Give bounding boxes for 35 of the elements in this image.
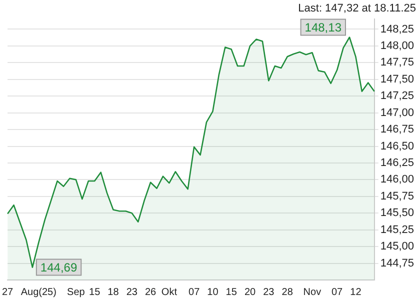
y-tick-label: 146,00 — [380, 174, 414, 186]
x-tick-label: 12 — [350, 286, 362, 298]
y-tick-label: 146,50 — [380, 140, 414, 152]
y-tick-label: 145,25 — [380, 224, 414, 236]
x-tick-label: 27 — [2, 286, 14, 298]
x-tick-label: Nov — [303, 286, 322, 298]
x-tick-label: 28 — [282, 286, 294, 298]
x-tick-label: 15 — [226, 286, 238, 298]
x-tick-label: 07 — [188, 286, 200, 298]
annotation: 148,13 — [304, 20, 342, 35]
y-tick-label: 144,75 — [380, 257, 414, 270]
chart-title: Last: 147,32 at 18.11.25 — [298, 2, 416, 15]
y-tick-label: 147,50 — [380, 73, 414, 86]
y-tick-label: 148,25 — [380, 23, 414, 36]
x-tick-label: 23 — [263, 286, 275, 298]
x-tick-label: Okt — [161, 286, 178, 298]
y-tick-label: 147,00 — [380, 106, 414, 119]
x-tick-label: Aug(25) — [20, 286, 56, 298]
y-tick-label: 145,75 — [380, 190, 414, 202]
y-tick-label: 147,75 — [380, 56, 414, 69]
x-tick-label: 18 — [108, 286, 120, 298]
x-tick-label: 23 — [126, 286, 138, 298]
x-tick-label: 10 — [207, 286, 219, 298]
y-tick-label: 145,50 — [380, 207, 414, 220]
y-tick-label: 147,25 — [380, 90, 414, 102]
y-tick-label: 146,25 — [380, 157, 414, 170]
x-tick-label: 26 — [144, 286, 157, 298]
y-tick-label: 145,00 — [380, 240, 414, 253]
x-tick-label: 15 — [89, 286, 101, 298]
x-tick-label: Sep — [67, 286, 86, 298]
y-tick-label: 146,75 — [380, 124, 414, 136]
y-tick-label: 148,00 — [380, 40, 414, 52]
annotation: 144,69 — [40, 260, 78, 275]
x-tick-label: 07 — [331, 286, 344, 298]
x-tick-label: 20 — [244, 286, 256, 298]
